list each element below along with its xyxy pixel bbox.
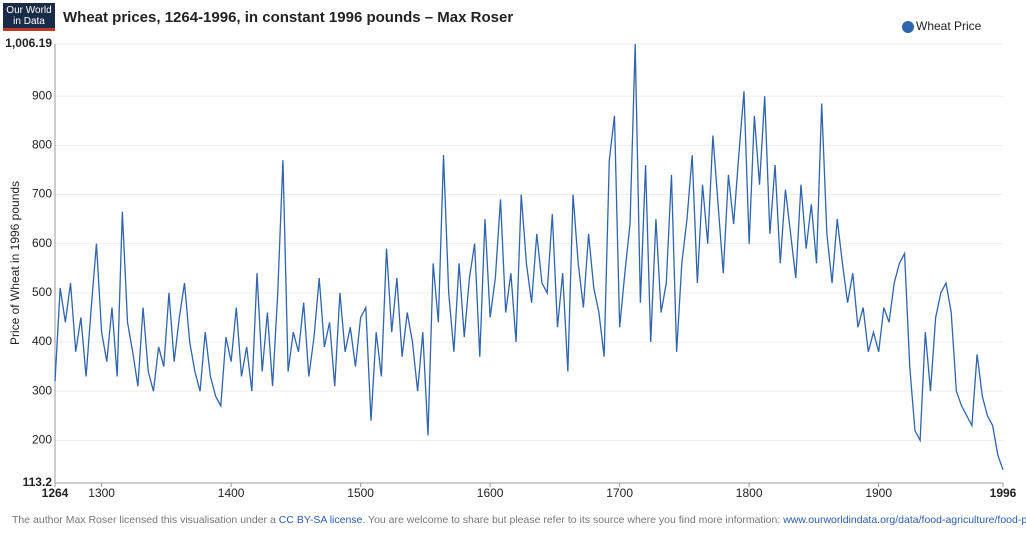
x-tick-label: 1996 <box>990 486 1017 500</box>
logo-line: in Data <box>13 16 45 27</box>
x-tick-label: 1400 <box>218 486 245 500</box>
footer-text: . You are welcome to share but please re… <box>362 514 784 526</box>
x-tick-label: 1700 <box>606 486 633 500</box>
line <box>54 43 1004 471</box>
logo: Our World in Data <box>3 3 55 31</box>
y-tick-label: 600 <box>32 236 52 250</box>
logo-line: Our World <box>6 5 52 16</box>
y-tick-label: 800 <box>32 138 52 152</box>
y-tick-label: 900 <box>32 88 52 102</box>
license-link[interactable]: CC BY-SA license <box>278 514 363 526</box>
y-tick-label: 300 <box>32 383 52 397</box>
y-tick-label: 400 <box>32 334 52 348</box>
source-link[interactable]: www.ourworldindata.org/data/food-agricul… <box>783 514 1026 526</box>
legend-label: Wheat Price <box>916 19 982 33</box>
legend-marker <box>902 21 914 33</box>
x-tick-label: 1500 <box>347 486 374 500</box>
y-axis-label: Price of Wheat in 1996 pounds <box>8 181 22 345</box>
chart-title: Wheat prices, 1264-1996, in constant 199… <box>63 9 513 26</box>
y-tick-label: 700 <box>32 187 52 201</box>
y-tick-label: 1,006.19 <box>5 36 52 50</box>
x-tick-label: 1800 <box>736 486 763 500</box>
chart: Wheat prices, 1264-1996, in constant 199… <box>5 9 1017 500</box>
x-tick-label: 1900 <box>865 486 892 500</box>
footer: The author Max Roser licensed this visua… <box>12 514 1026 526</box>
y-tick-label: 113.2 <box>23 475 53 489</box>
x-tick-label: 1600 <box>477 486 504 500</box>
footer-text: The author Max Roser licensed this visua… <box>12 514 279 526</box>
x-tick-label: 1264 <box>42 486 69 500</box>
y-tick-label: 500 <box>32 285 52 299</box>
y-tick-label: 200 <box>32 433 52 447</box>
x-tick-label: 1300 <box>88 486 115 500</box>
